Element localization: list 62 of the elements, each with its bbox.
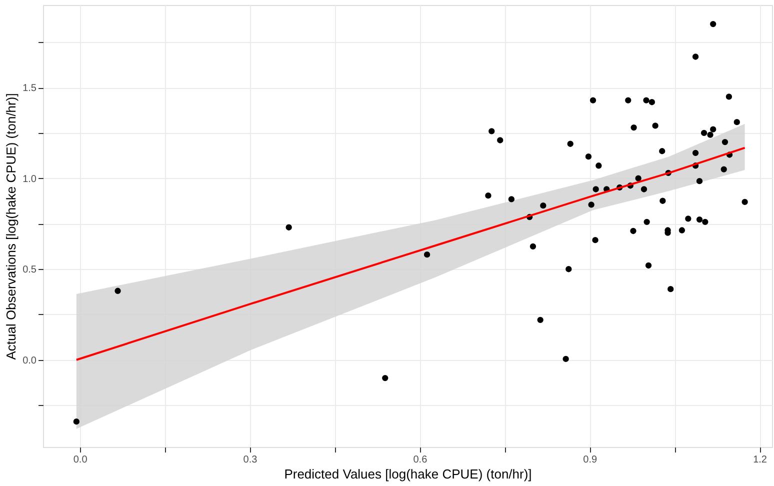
x-tick-label: 0.0 [73,454,88,466]
point [585,153,592,160]
point [537,316,544,324]
point [382,374,388,382]
point [596,162,602,169]
point [497,137,504,144]
point [286,224,292,230]
point [424,252,430,258]
point [648,99,655,106]
point [625,97,632,104]
point [700,130,708,136]
point [640,186,648,192]
point [707,132,714,138]
point [692,54,699,60]
point [668,286,674,292]
x-axis-title: Predicted Values [log(hake CPUE) (ton/hr)] [284,466,532,482]
point [652,122,658,129]
point [692,150,699,156]
point [488,128,495,134]
y-axis-title: Actual Observations [log(hake CPUE) (ton/hr)] [4,93,19,360]
point [566,266,572,272]
point [726,94,732,100]
point [567,140,574,147]
point [73,418,80,425]
point [485,192,492,199]
point [508,196,515,202]
point [644,218,650,225]
point [734,119,740,126]
point [540,202,546,209]
y-tick-label: 0.0 [22,355,37,366]
point [696,178,703,184]
point [592,186,599,192]
y-tick-label: 0.5 [22,264,37,276]
x-tick-label: 0.9 [583,454,598,466]
x-tick-label: 0.3 [243,454,258,466]
point [710,126,716,132]
point [588,202,594,208]
point [562,356,569,362]
point [678,227,686,234]
x-tick-label: 0.6 [413,454,428,466]
point [685,216,692,222]
point [722,138,728,146]
y-tick-label: 1.0 [22,174,37,185]
point [645,262,652,269]
point [742,198,748,206]
point [590,97,596,104]
line-series [75,146,746,361]
point [710,20,716,28]
point [696,216,703,223]
x-tick-label: 1.2 [753,454,768,466]
point [592,236,598,244]
point [630,228,636,234]
point [720,166,727,172]
point [660,198,666,204]
point [702,218,708,225]
point [630,124,637,131]
point [114,288,121,294]
y-tick-label: 1.5 [22,83,37,94]
point [659,148,666,154]
point [530,243,536,250]
point [635,175,642,182]
point [643,97,650,104]
